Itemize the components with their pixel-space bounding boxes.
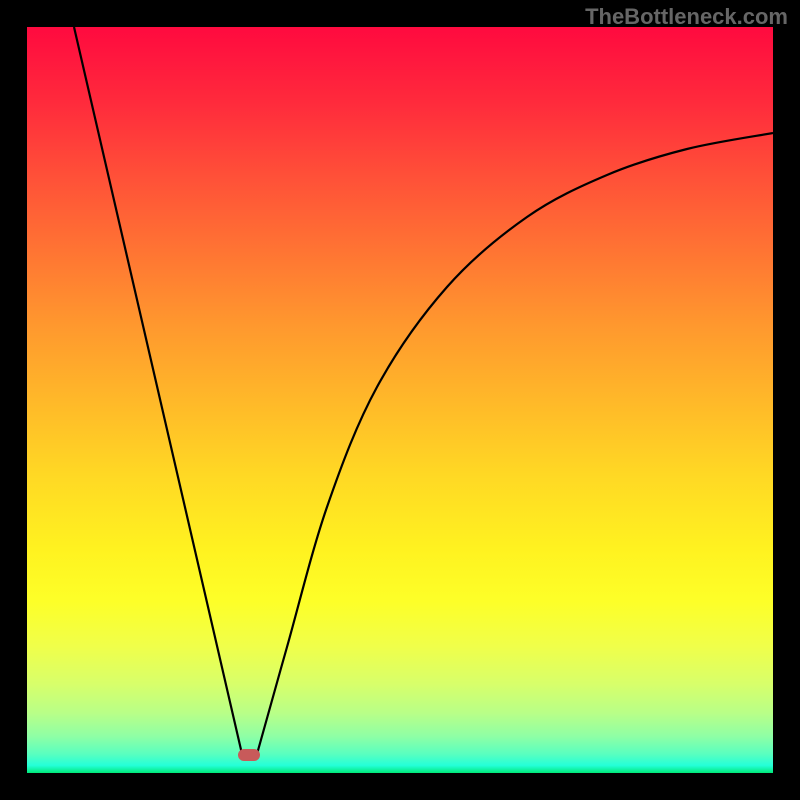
minimum-marker [238,749,260,761]
watermark-text: TheBottleneck.com [585,4,788,30]
chart-svg [27,27,773,773]
gradient-background [27,27,773,773]
chart-frame [27,27,773,773]
